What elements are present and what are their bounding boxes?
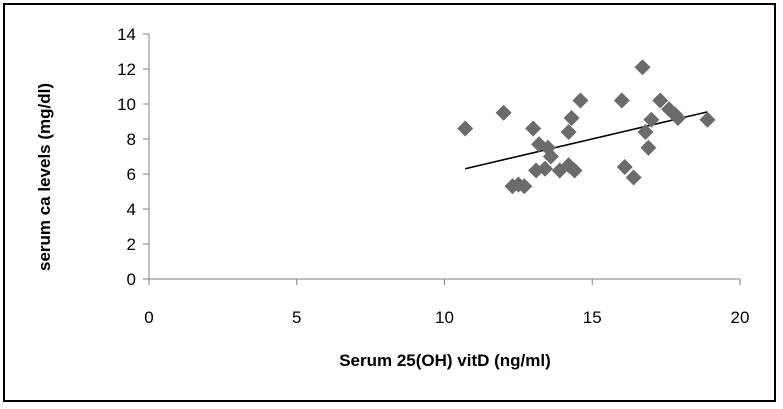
- data-point-marker: [536, 160, 553, 177]
- data-point-marker: [542, 148, 559, 165]
- data-point-marker: [625, 169, 642, 186]
- y-tick-label: 14: [117, 25, 136, 44]
- data-point-marker: [572, 92, 589, 109]
- data-point-marker: [669, 110, 686, 126]
- data-point-marker: [560, 124, 577, 140]
- x-tick-label: 20: [731, 308, 750, 327]
- y-tick-label: 8: [127, 130, 136, 149]
- y-tick-label: 10: [117, 95, 136, 114]
- y-tick-label: 0: [127, 270, 136, 289]
- y-tick-label: 12: [117, 60, 136, 79]
- data-point-marker: [634, 59, 651, 76]
- data-point-marker: [457, 120, 474, 137]
- data-point-marker: [699, 111, 716, 128]
- y-tick-label: 4: [127, 200, 136, 219]
- data-point-marker: [563, 110, 580, 126]
- trendline: [465, 111, 708, 170]
- data-point-marker: [566, 162, 583, 179]
- y-tick-label: 6: [127, 165, 136, 184]
- axes: [143, 33, 741, 285]
- data-point-marker: [652, 92, 669, 109]
- x-tick-label: 10: [435, 308, 454, 327]
- x-tick-label: 15: [583, 308, 602, 327]
- data-point-marker: [637, 124, 654, 140]
- data-point-marker: [495, 104, 512, 121]
- data-points: [457, 59, 716, 195]
- x-tick-label: 5: [292, 308, 301, 327]
- data-point-marker: [640, 139, 657, 156]
- data-point-marker: [643, 111, 660, 128]
- y-axis-title: serum ca levels (mg/dl): [35, 83, 54, 271]
- x-tick-label: 0: [144, 308, 153, 327]
- trendline-group: [465, 111, 708, 170]
- data-point-marker: [525, 120, 542, 137]
- data-point-marker: [616, 159, 633, 175]
- data-point-marker: [613, 92, 630, 109]
- x-axis-title: Serum 25(OH) vitD (ng/ml): [339, 351, 551, 370]
- tick-labels: 0 2 4 6 8 10 12 14 0 5 10 15 20: [117, 25, 749, 327]
- data-point-marker: [516, 178, 533, 195]
- y-tick-label: 2: [127, 235, 136, 254]
